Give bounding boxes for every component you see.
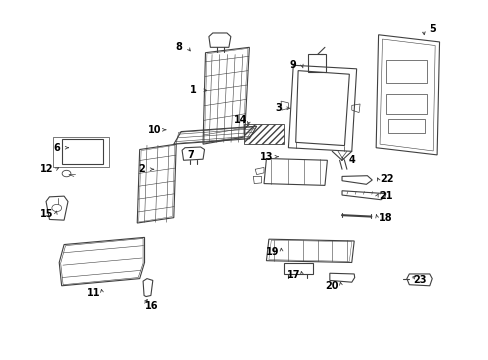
Text: 6: 6 <box>53 143 60 153</box>
Bar <box>385 60 427 83</box>
Bar <box>283 263 312 274</box>
Text: 21: 21 <box>378 191 392 201</box>
Text: 7: 7 <box>187 150 194 160</box>
Text: 12: 12 <box>40 164 54 174</box>
Text: 13: 13 <box>259 152 273 162</box>
Bar <box>61 139 103 164</box>
Text: 20: 20 <box>325 281 338 291</box>
Text: 4: 4 <box>347 155 354 165</box>
Text: 14: 14 <box>233 115 247 125</box>
Text: 16: 16 <box>145 301 158 311</box>
Text: 15: 15 <box>40 209 54 219</box>
Text: 18: 18 <box>378 213 392 222</box>
Bar <box>385 94 427 114</box>
Text: 23: 23 <box>412 275 426 285</box>
Text: 9: 9 <box>289 60 296 70</box>
Bar <box>387 119 424 134</box>
Text: 1: 1 <box>189 85 196 95</box>
Bar <box>243 125 283 144</box>
Text: 10: 10 <box>147 125 161 135</box>
Text: 8: 8 <box>175 42 182 52</box>
Bar <box>53 137 109 167</box>
Text: 3: 3 <box>275 103 282 113</box>
Text: 11: 11 <box>86 288 100 298</box>
Bar <box>307 54 326 72</box>
Text: 5: 5 <box>428 24 435 35</box>
Text: 19: 19 <box>265 247 279 257</box>
Text: 2: 2 <box>139 164 145 174</box>
Text: 17: 17 <box>286 270 300 280</box>
Text: 22: 22 <box>379 174 393 184</box>
